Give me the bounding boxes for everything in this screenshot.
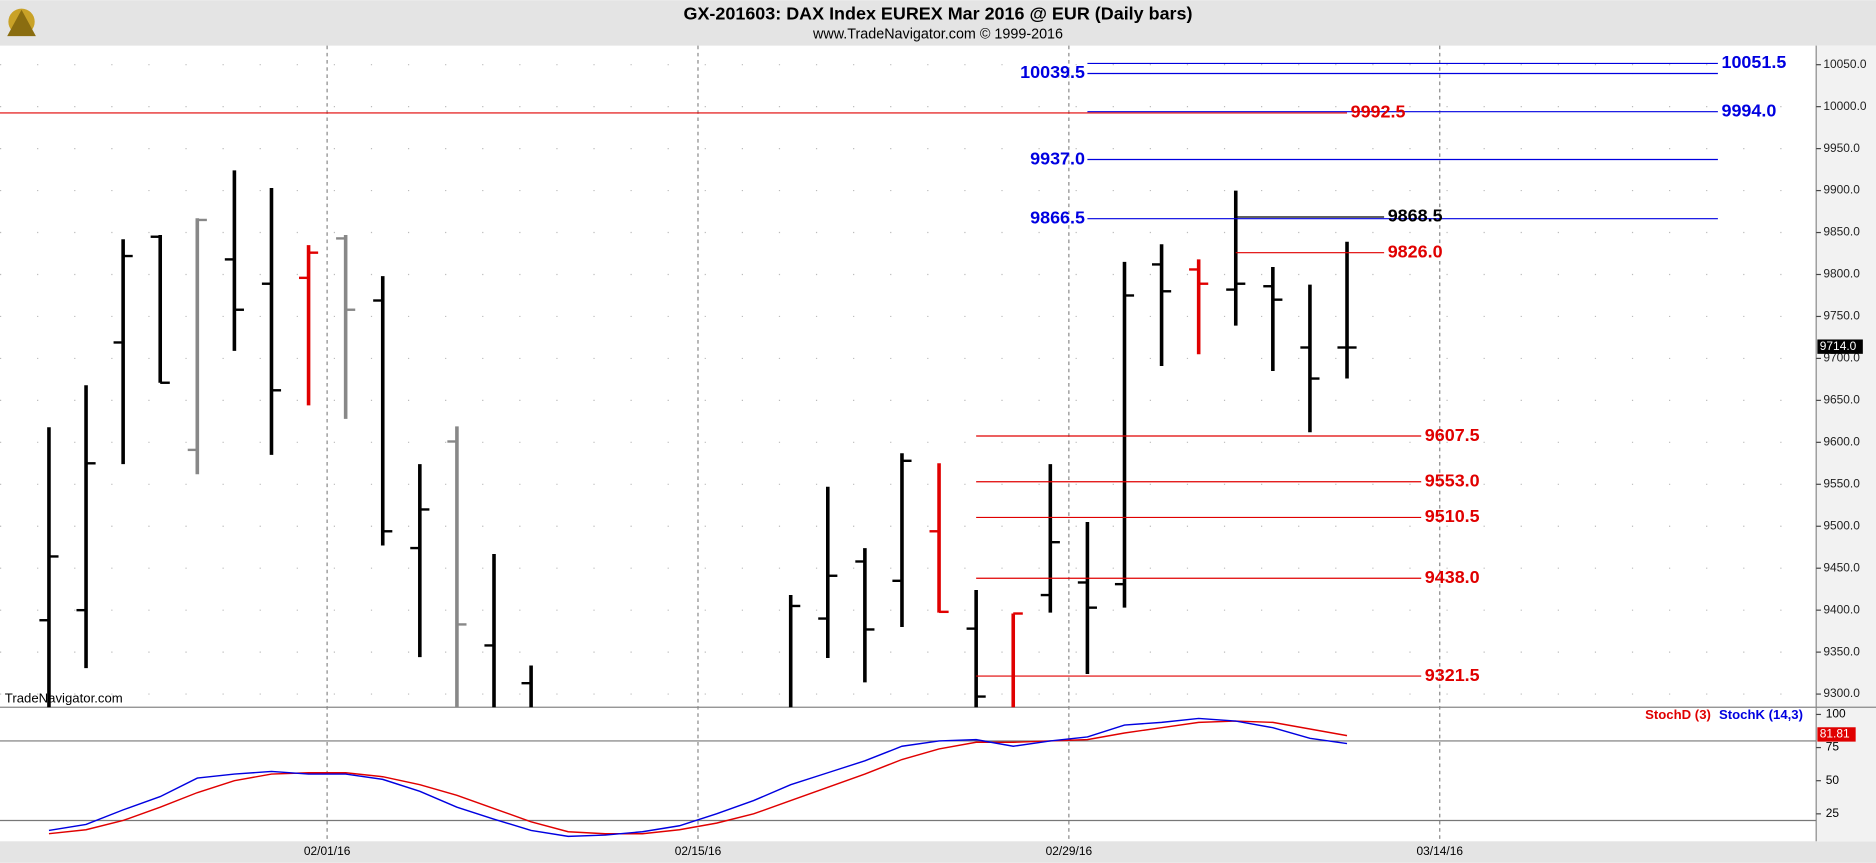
- y-tick-label: 9900.0: [1823, 183, 1860, 197]
- y-tick-label: 9450.0: [1823, 560, 1860, 574]
- level-label: 9607.5: [1425, 425, 1480, 445]
- y-tick-label: 9750.0: [1823, 309, 1860, 323]
- chart-subtitle: www.TradeNavigator.com © 1999-2016: [812, 27, 1063, 43]
- last-price-label: 9714.0: [1820, 339, 1857, 353]
- level-label: 9826.0: [1388, 241, 1443, 261]
- legend-entry: StochK (14,3): [1719, 707, 1803, 722]
- y-tick-label: 25: [1826, 806, 1840, 820]
- date-axis-bar: [0, 841, 1876, 863]
- level-label: 9553.0: [1425, 471, 1480, 491]
- level-label: 9992.5: [1351, 102, 1406, 122]
- y-tick-label: 9550.0: [1823, 476, 1860, 490]
- y-tick-label: 100: [1826, 707, 1846, 721]
- x-tick-label: 03/14/16: [1416, 844, 1463, 858]
- y-tick-label: 10000.0: [1823, 99, 1867, 113]
- x-tick-label: 02/29/16: [1046, 844, 1093, 858]
- y-tick-label: 9300.0: [1823, 686, 1860, 700]
- watermark: TradeNavigator.com: [5, 690, 123, 705]
- y-tick-label: 9800.0: [1823, 267, 1860, 281]
- header-bar: [0, 0, 1876, 46]
- legend-entry: StochD (3): [1645, 707, 1711, 722]
- level-label: 9868.5: [1388, 206, 1443, 226]
- price-axis-bar: [1816, 45, 1876, 842]
- y-tick-label: 9400.0: [1823, 602, 1860, 616]
- last-value-box: [1817, 727, 1856, 742]
- y-tick-label: 9650.0: [1823, 393, 1860, 407]
- y-tick-label: 50: [1826, 773, 1840, 787]
- chart-title: GX-201603: DAX Index EUREX Mar 2016 @ EU…: [684, 3, 1193, 23]
- y-tick-label: 75: [1826, 740, 1840, 754]
- y-tick-label: 9500.0: [1823, 518, 1860, 532]
- last-value-label: 81.81: [1820, 727, 1850, 741]
- price-panel: [39, 170, 1357, 708]
- level-label: 9438.0: [1425, 567, 1480, 587]
- stoch-line: [48, 717, 1348, 838]
- level-label: 9994.0: [1721, 100, 1776, 120]
- level-label: 10039.5: [1020, 62, 1085, 82]
- x-tick-label: 02/15/16: [675, 844, 722, 858]
- level-label: 9937.0: [1030, 148, 1085, 168]
- y-tick-label: 9600.0: [1823, 434, 1860, 448]
- level-label: 9510.5: [1425, 506, 1480, 526]
- y-tick-label: 9350.0: [1823, 644, 1860, 658]
- logo: [7, 8, 36, 37]
- y-tick-label: 9700.0: [1823, 351, 1860, 365]
- level-label: 9866.5: [1030, 207, 1085, 227]
- level-label: 9321.5: [1425, 665, 1480, 685]
- last-price-box: [1817, 339, 1863, 354]
- y-tick-label: 10050.0: [1823, 57, 1867, 71]
- level-label: 10051.5: [1721, 52, 1786, 72]
- x-tick-label: 02/01/16: [304, 844, 351, 858]
- y-tick-label: 9850.0: [1823, 225, 1860, 239]
- y-tick-label: 9950.0: [1823, 141, 1860, 155]
- stoch-line: [48, 720, 1348, 835]
